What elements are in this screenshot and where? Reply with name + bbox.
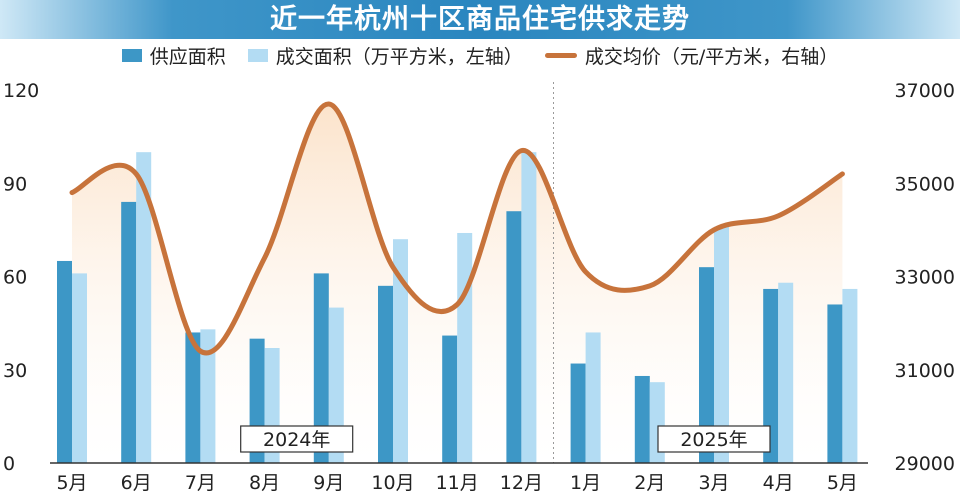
legend-swatch-supply <box>121 48 142 62</box>
x-tick-label-2: 7月 <box>185 472 216 494</box>
bar-supply-5 <box>378 285 393 463</box>
bar-deal-8 <box>585 332 601 463</box>
x-tick-label-1: 6月 <box>121 472 152 494</box>
year-box-1 <box>657 425 771 453</box>
x-tick-label-10: 3月 <box>698 472 729 494</box>
bar-supply-11 <box>763 288 779 463</box>
x-tick-label-8: 1月 <box>570 472 601 494</box>
x-tick-label-6: 11月 <box>436 472 479 494</box>
x-tick-label-7: 12月 <box>500 472 543 494</box>
year-box-0 <box>240 425 354 453</box>
chart-title: 近一年杭州十区商品住宅供求走势 <box>270 4 690 35</box>
bar-supply-1 <box>121 201 137 463</box>
y-right-tick-4: 37000 <box>895 80 955 102</box>
legend-item-deal: 成交面积（万平方米，左轴） <box>247 42 523 69</box>
y-left-tick-1: 30 <box>3 360 27 382</box>
y-right-tick-1: 31000 <box>895 360 955 382</box>
bar-supply-10 <box>699 267 714 463</box>
bar-supply-7 <box>506 211 522 463</box>
x-tick-label-4: 9月 <box>313 472 344 494</box>
bar-supply-8 <box>570 363 586 463</box>
year-label-0: 2024年 <box>263 429 330 451</box>
bar-supply-2 <box>185 332 201 463</box>
bar-deal-1 <box>136 152 152 463</box>
bar-deal-0 <box>72 273 87 463</box>
x-tick-label-9: 2月 <box>634 472 665 494</box>
legend-swatch-deal <box>247 48 268 62</box>
x-tick-label-0: 5月 <box>56 472 87 494</box>
bar-deal-2 <box>200 329 216 463</box>
price-line <box>69 101 845 356</box>
bar-supply-9 <box>634 375 650 463</box>
y-right-tick-2: 33000 <box>895 267 955 289</box>
bar-supply-0 <box>57 260 72 463</box>
bar-deal-6 <box>457 232 473 463</box>
legend-label-price: 成交均价（元/平方米，右轴） <box>584 45 839 68</box>
x-tick-label-11: 4月 <box>763 472 794 494</box>
y-left-tick-3: 90 <box>3 173 27 195</box>
title-bar <box>0 0 960 39</box>
x-tick-label-12: 5月 <box>827 472 858 494</box>
y-right-tick-3: 35000 <box>895 173 955 195</box>
bar-deal-12 <box>842 288 858 463</box>
legend-item-price: 成交均价（元/平方米，右轴） <box>544 42 839 69</box>
bar-deal-5 <box>393 239 408 463</box>
legend-label-deal: 成交面积（万平方米，左轴） <box>275 45 523 68</box>
y-left-tick-2: 60 <box>3 267 27 289</box>
legend-swatch-price <box>544 52 577 58</box>
bar-deal-11 <box>778 282 794 463</box>
bar-deal-7 <box>521 152 537 463</box>
legend-item-supply: 供应面积 <box>121 42 226 69</box>
bar-supply-4 <box>313 273 329 463</box>
y-right-tick-0: 29000 <box>895 453 955 475</box>
x-tick-label-5: 10月 <box>371 472 414 494</box>
x-tick-label-3: 8月 <box>249 472 280 494</box>
legend: 供应面积 成交面积（万平方米，左轴） 成交均价（元/平方米，右轴） <box>0 41 960 69</box>
chart-plot: 5月 6月 7月 8月 9月 10月 11月 12月 1月 2月 3月 4月 5月 0 30 60 90 120 2… <box>3 80 955 494</box>
bar-deal-10 <box>714 226 729 463</box>
year-label-1: 2025年 <box>680 429 747 451</box>
bar-deal-4 <box>328 307 344 463</box>
y-left-tick-4: 120 <box>3 80 39 102</box>
y-left-tick-0: 0 <box>3 453 15 475</box>
legend-label-supply: 供应面积 <box>149 45 226 68</box>
bar-supply-6 <box>442 335 458 463</box>
bar-supply-12 <box>827 304 843 463</box>
